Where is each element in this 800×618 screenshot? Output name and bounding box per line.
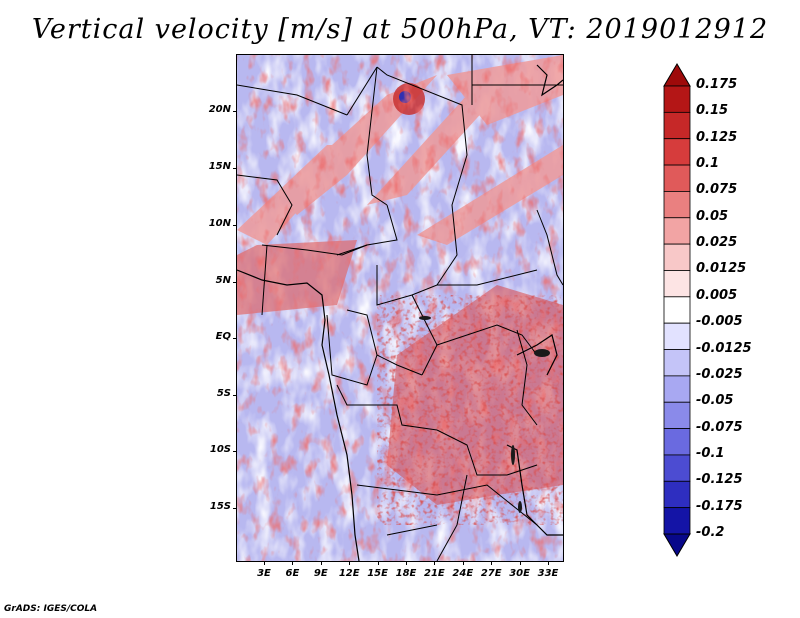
colorbar-segment [663, 375, 691, 403]
colorbar-segment [663, 322, 691, 350]
colorbar-segment [663, 401, 691, 429]
lon-label: 3E [257, 568, 271, 579]
colorbar-label: -0.1 [696, 445, 725, 461]
lat-label: 5S [216, 388, 231, 399]
colorbar-label: 0.05 [696, 208, 729, 224]
colorbar-label: 0.1 [696, 156, 720, 172]
credit-text: GrADS: IGES/COLA [4, 604, 98, 614]
colorbar-label: -0.125 [696, 472, 743, 488]
lat-tick [233, 282, 237, 283]
colorbar-segment [663, 164, 691, 192]
lon-label: 30E [509, 568, 530, 579]
lat-label: 15N [208, 161, 231, 172]
colorbar-segment [663, 507, 691, 535]
colorbar-segment [663, 243, 691, 271]
colorbar-segment [663, 270, 691, 298]
lat-tick [233, 225, 237, 226]
colorbar-label: -0.175 [696, 498, 743, 514]
colorbar-label: 0.0125 [696, 261, 747, 277]
colorbar [663, 63, 691, 557]
lakes [419, 316, 550, 513]
colorbar-label: -0.0125 [696, 340, 752, 356]
colorbar-segment [663, 138, 691, 166]
colorbar-label: 0.075 [696, 182, 738, 198]
colorbar-cap-bottom [663, 533, 691, 557]
lon-tick [491, 561, 493, 565]
lon-label: 6E [285, 568, 300, 579]
colorbar-label: -0.025 [696, 366, 743, 382]
lon-tick [434, 561, 436, 565]
colorbar-segment [663, 454, 691, 482]
lat-tick [233, 451, 237, 452]
lon-label: 27E [480, 568, 502, 579]
colorbar-label: -0.005 [696, 314, 743, 330]
map-title: Vertical velocity [m/s] at 500hPa, VT: 2… [31, 14, 769, 45]
lon-label: 33E [537, 568, 559, 579]
colorbar-segment [663, 349, 691, 377]
colorbar-label: 0.025 [696, 235, 738, 251]
coastline [237, 64, 563, 561]
lon-label: 12E [338, 568, 360, 579]
lat-tick [233, 508, 237, 509]
lat-tick [233, 395, 237, 396]
colorbar-segment [663, 85, 691, 113]
colorbar-cap-top [663, 63, 691, 87]
lon-tick [264, 561, 265, 565]
lon-tick [519, 561, 521, 565]
lon-tick [548, 561, 549, 565]
lon-tick [406, 561, 407, 565]
colorbar-label: -0.075 [696, 419, 743, 435]
lat-label: 5N [215, 275, 231, 286]
velocity-map [236, 54, 564, 562]
lon-label: 18E [395, 568, 417, 579]
colorbar-label: -0.05 [696, 393, 734, 409]
lon-label: 24E [452, 568, 474, 579]
lat-label: EQ [215, 331, 231, 342]
lat-tick [233, 111, 237, 112]
colorbar-segment [663, 428, 691, 456]
lon-tick [292, 561, 294, 565]
colorbar-segment [663, 191, 691, 219]
lon-tick [349, 561, 351, 565]
lon-label: 15E [367, 568, 388, 579]
colorbar-segment [663, 217, 691, 245]
lat-tick [233, 338, 237, 339]
colorbar-label: 0.175 [696, 77, 738, 92]
lat-label: 20N [208, 104, 231, 115]
colorbar-label: 0.15 [696, 103, 729, 119]
colorbar-segment [663, 296, 691, 324]
colorbar-label: -0.2 [696, 525, 725, 540]
lat-tick [233, 168, 237, 169]
colorbar-label: 0.005 [696, 287, 738, 303]
colorbar-segment [663, 111, 691, 140]
lon-tick [377, 561, 379, 565]
lon-label: 21E [424, 568, 445, 579]
lon-label: 9E [313, 568, 328, 579]
lon-tick [462, 561, 464, 565]
velocity-field [237, 55, 563, 561]
lat-label: 10S [209, 444, 231, 455]
colorbar-label: 0.125 [696, 129, 738, 145]
lat-label: 10N [208, 218, 231, 229]
lat-label: 15S [209, 501, 231, 512]
colorbar-segment [663, 480, 691, 509]
lon-tick [320, 561, 322, 565]
country-borders [237, 55, 563, 561]
